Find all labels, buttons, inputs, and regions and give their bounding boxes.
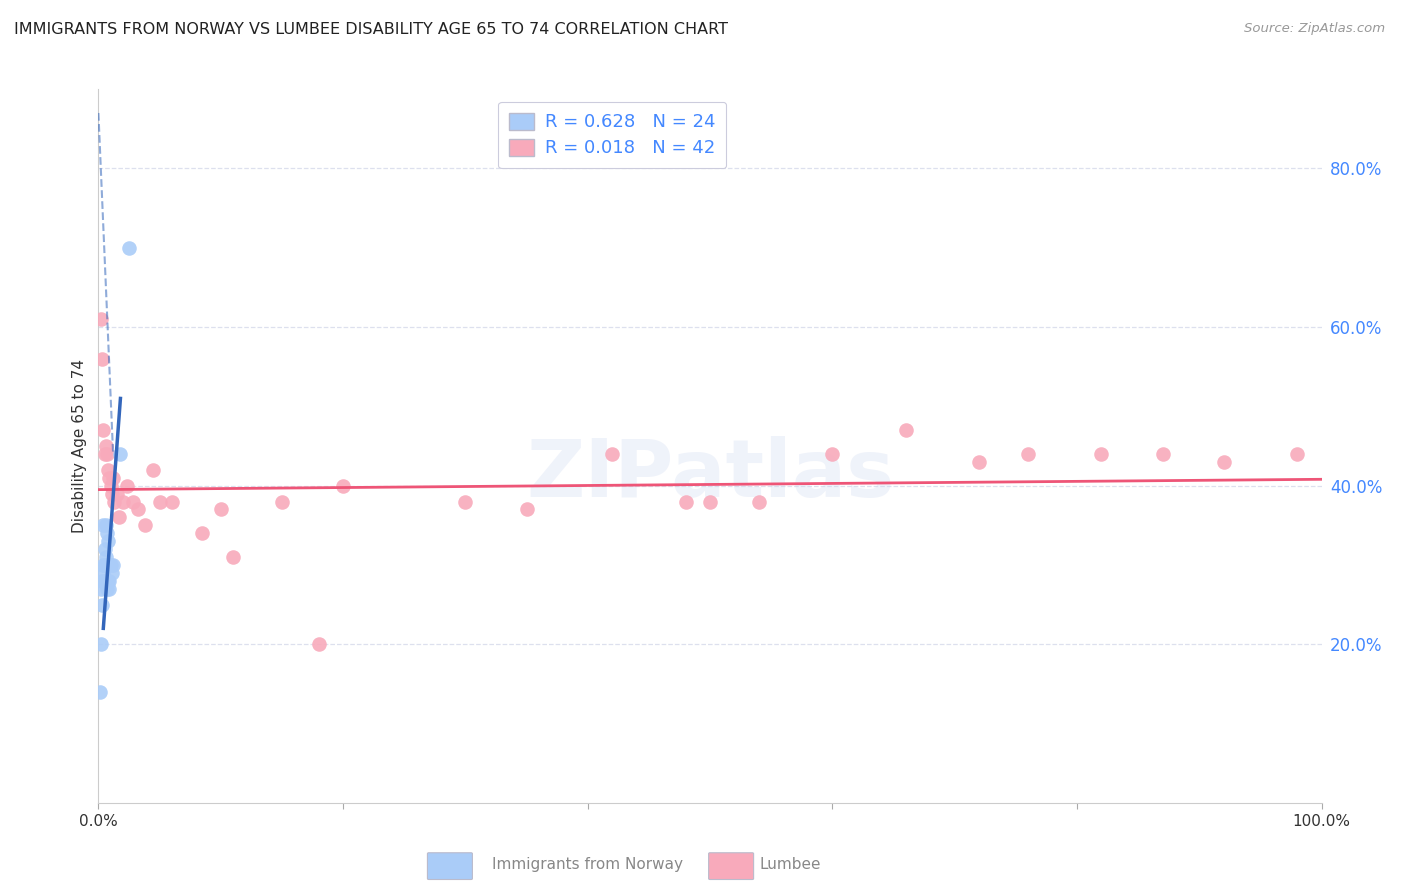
Point bbox=[94, 549, 117, 564]
Point bbox=[1090, 447, 1112, 461]
Point bbox=[308, 637, 330, 651]
Point bbox=[98, 574, 121, 588]
Point bbox=[96, 582, 118, 596]
Point bbox=[89, 685, 111, 699]
Point bbox=[454, 494, 477, 508]
Point bbox=[699, 494, 721, 508]
Point bbox=[118, 241, 141, 255]
Point bbox=[515, 502, 537, 516]
Point bbox=[91, 598, 114, 612]
Point bbox=[1212, 455, 1234, 469]
Y-axis label: Disability Age 65 to 74: Disability Age 65 to 74 bbox=[72, 359, 87, 533]
Point bbox=[105, 486, 128, 500]
Point bbox=[91, 423, 114, 437]
Point bbox=[101, 486, 124, 500]
Text: Source: ZipAtlas.com: Source: ZipAtlas.com bbox=[1244, 22, 1385, 36]
Point bbox=[100, 558, 122, 572]
Point bbox=[142, 463, 165, 477]
Point bbox=[332, 478, 354, 492]
Point bbox=[134, 518, 156, 533]
Point bbox=[97, 463, 120, 477]
Point bbox=[90, 637, 112, 651]
Point bbox=[96, 526, 118, 541]
Point bbox=[1017, 447, 1039, 461]
Point bbox=[98, 582, 121, 596]
Point bbox=[93, 558, 115, 572]
Point bbox=[103, 494, 125, 508]
Point bbox=[600, 447, 623, 461]
Point bbox=[101, 558, 124, 572]
Point bbox=[149, 494, 172, 508]
Point bbox=[97, 574, 120, 588]
Text: ZIPatlas: ZIPatlas bbox=[526, 435, 894, 514]
Legend: R = 0.628   N = 24, R = 0.018   N = 42: R = 0.628 N = 24, R = 0.018 N = 42 bbox=[498, 102, 727, 169]
Point bbox=[90, 312, 112, 326]
Point bbox=[675, 494, 697, 508]
Point bbox=[93, 542, 115, 557]
Point bbox=[91, 566, 114, 580]
Text: Immigrants from Norway: Immigrants from Norway bbox=[492, 857, 683, 872]
Point bbox=[115, 478, 138, 492]
Point bbox=[108, 510, 131, 524]
Point bbox=[894, 423, 917, 437]
Point bbox=[209, 502, 232, 516]
Point bbox=[121, 494, 143, 508]
Point bbox=[91, 558, 114, 572]
Point bbox=[93, 574, 115, 588]
Point bbox=[97, 534, 120, 549]
Point bbox=[821, 447, 844, 461]
Point bbox=[160, 494, 183, 508]
Point bbox=[127, 502, 149, 516]
Point bbox=[111, 494, 134, 508]
Point bbox=[101, 471, 124, 485]
Point bbox=[101, 566, 124, 580]
Point bbox=[98, 471, 121, 485]
Point bbox=[110, 447, 132, 461]
Point bbox=[91, 351, 114, 366]
Point bbox=[270, 494, 294, 508]
Point bbox=[91, 518, 114, 533]
Point bbox=[222, 549, 245, 564]
Point bbox=[94, 439, 117, 453]
Point bbox=[1286, 447, 1309, 461]
Point bbox=[90, 582, 112, 596]
Point bbox=[100, 478, 122, 492]
Point bbox=[748, 494, 770, 508]
Point bbox=[93, 447, 115, 461]
Point bbox=[967, 455, 990, 469]
Text: IMMIGRANTS FROM NORWAY VS LUMBEE DISABILITY AGE 65 TO 74 CORRELATION CHART: IMMIGRANTS FROM NORWAY VS LUMBEE DISABIL… bbox=[14, 22, 728, 37]
Point bbox=[191, 526, 214, 541]
Point bbox=[91, 574, 114, 588]
Point bbox=[1152, 447, 1174, 461]
Text: Lumbee: Lumbee bbox=[759, 857, 821, 872]
Point bbox=[94, 518, 117, 533]
Point bbox=[96, 447, 118, 461]
